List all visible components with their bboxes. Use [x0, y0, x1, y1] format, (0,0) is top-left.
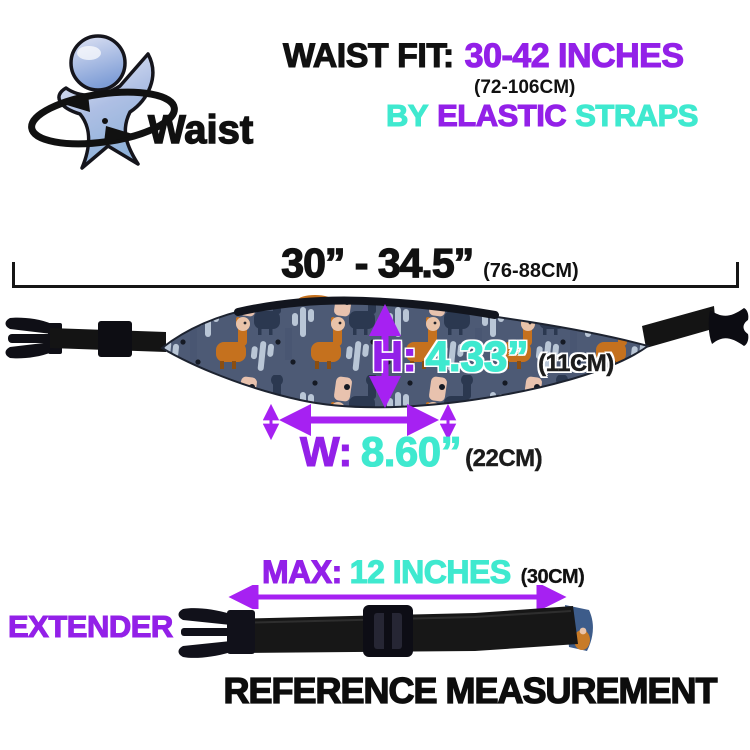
width-label: W: — [299, 428, 352, 475]
hoop-arrow-icon — [28, 88, 178, 148]
height-measurement-label: H: 4.33” (11CM) — [371, 333, 615, 387]
max-label: MAX: — [261, 554, 342, 590]
extender-name-label: EXTENDER — [7, 608, 173, 644]
width-cm: (22CM) — [465, 445, 543, 472]
height-label: H: — [371, 333, 417, 381]
strap-width-bracket — [12, 262, 739, 288]
right-strap — [642, 306, 716, 348]
waist-figure-icon — [28, 34, 178, 170]
left-strap-slider-icon — [98, 321, 132, 357]
strap-width-range: 30” - 34.5” — [281, 239, 475, 286]
elastic-straps-line: BY ELASTIC STRAPS — [385, 98, 699, 133]
fanny-pack-graphic — [5, 295, 749, 441]
brand-logo: Waist — [8, 18, 268, 188]
extender-strap-graphic — [178, 605, 593, 658]
elastic-word: ELASTIC — [437, 98, 568, 133]
width-value: 8.60” — [360, 428, 462, 475]
reference-measurement-title: REFERENCE MEASUREMENT — [223, 669, 718, 711]
max-value: 12 INCHES — [349, 554, 511, 590]
brand-name: Waist — [147, 107, 254, 152]
waist-fit-value: 30-42 INCHES — [464, 37, 684, 75]
max-cm: (30CM) — [520, 566, 585, 588]
by-word: BY — [385, 98, 429, 133]
width-measurement-label: W: 8.60” (22CM) — [299, 428, 543, 481]
max-length-arrow-icon — [228, 585, 567, 609]
right-buckle-icon — [708, 308, 749, 346]
extender-max-label: MAX: 12 INCHES (30CM) — [261, 554, 585, 595]
extender-slider-icon — [363, 605, 413, 657]
straps-word: STRAPS — [575, 98, 699, 133]
waist-fit-label: WAIST FIT: — [282, 37, 454, 75]
strap-width-range-cm: (76-88CM) — [483, 260, 579, 282]
height-cm: (11CM) — [538, 350, 615, 377]
height-value: 4.33” — [425, 333, 529, 381]
strap-width-label: 30” - 34.5” (76-88CM) — [110, 239, 750, 287]
extender-buckle-icon — [178, 608, 255, 658]
waist-fit-headline: WAIST FIT: 30-42 INCHES — [282, 37, 684, 75]
zipper — [234, 296, 499, 319]
waist-fit-cm: (72-106CM) — [474, 77, 576, 98]
